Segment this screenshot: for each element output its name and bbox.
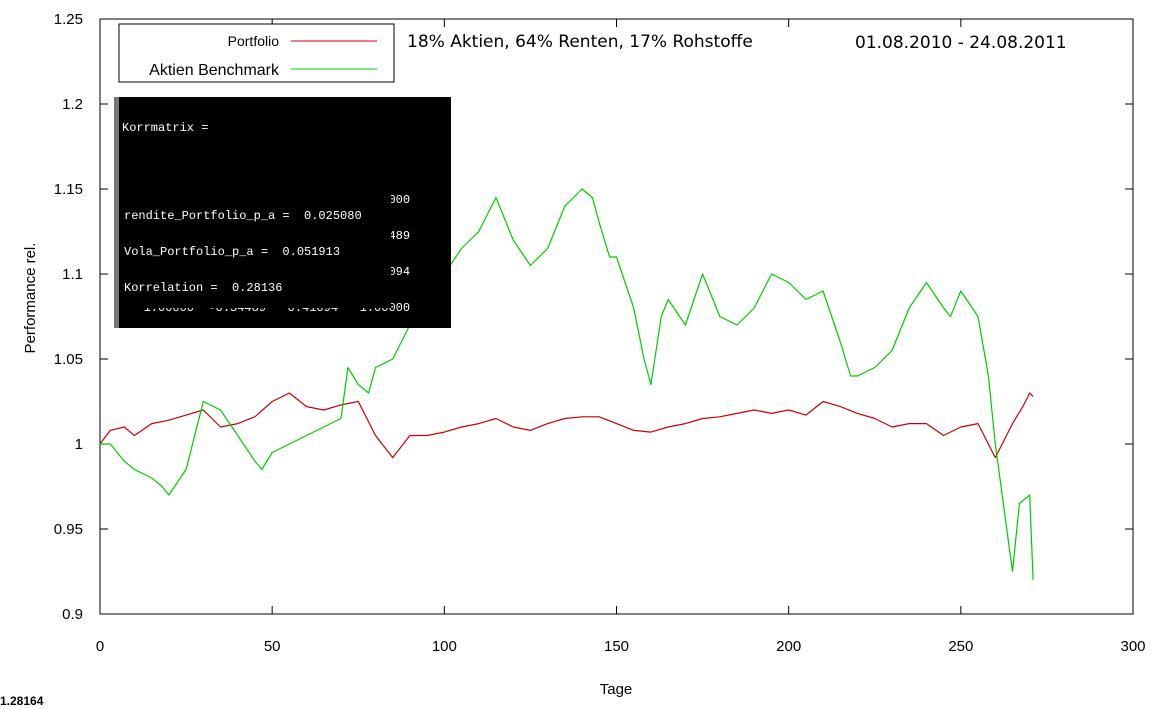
x-tick-label: 200 <box>776 638 801 655</box>
y-tick-label: 1.05 <box>54 351 83 368</box>
y-tick-label: 1.1 <box>62 266 83 283</box>
y-tick-label: 0.9 <box>62 606 83 623</box>
y-tick-label: 1 <box>75 436 83 453</box>
korrmatrix-header: Korrmatrix = <box>122 121 209 135</box>
series-layer <box>99 188 1034 581</box>
legend: Portfolio Aktien Benchmark <box>118 23 395 83</box>
x-tick-label: 300 <box>1120 638 1145 655</box>
x-tick-label: 50 <box>264 638 281 655</box>
y-axis-label: Performance rel. <box>22 243 39 354</box>
x-tick-label: 100 <box>432 638 457 655</box>
legend-label-portfolio: Portfolio <box>228 33 280 49</box>
series-line-benchmark <box>100 188 1034 581</box>
period-annotation: 01.08.2010 - 24.08.2011 <box>855 33 1067 53</box>
y-tick-label: 0.95 <box>54 521 83 538</box>
allocation-annotation: 18% Aktien, 64% Renten, 17% Rohstoffe <box>407 32 753 52</box>
bottom-value-readout: 1.28164 <box>0 694 44 708</box>
x-axis-label: Tage <box>600 681 633 698</box>
axis-ticks: 0 50 100 150 200 250 300 0.9 0.95 1 1.05 1.1 1.15 1.2… <box>54 11 1146 655</box>
x-tick-label: 0 <box>96 638 104 655</box>
x-tick-label: 250 <box>948 638 973 655</box>
x-tick-label: 150 <box>604 638 629 655</box>
legend-box <box>118 23 395 83</box>
stats-console: rendite_Portfolio_p_a = 0.025080 Vola_Po… <box>121 185 391 308</box>
korrmatrix-spacer <box>122 158 448 170</box>
y-tick-label: 1.15 <box>54 181 83 198</box>
stats-vola: Vola_Portfolio_p_a = 0.051913 <box>124 245 341 259</box>
series-line-portfolio <box>99 392 1034 459</box>
stats-rendite: rendite_Portfolio_p_a = 0.025080 <box>124 209 362 223</box>
y-tick-label: 1.25 <box>54 11 83 28</box>
y-tick-label: 1.2 <box>62 96 83 113</box>
legend-label-benchmark: Aktien Benchmark <box>149 62 280 79</box>
stats-korrelation: Korrelation = 0.28136 <box>124 281 283 295</box>
